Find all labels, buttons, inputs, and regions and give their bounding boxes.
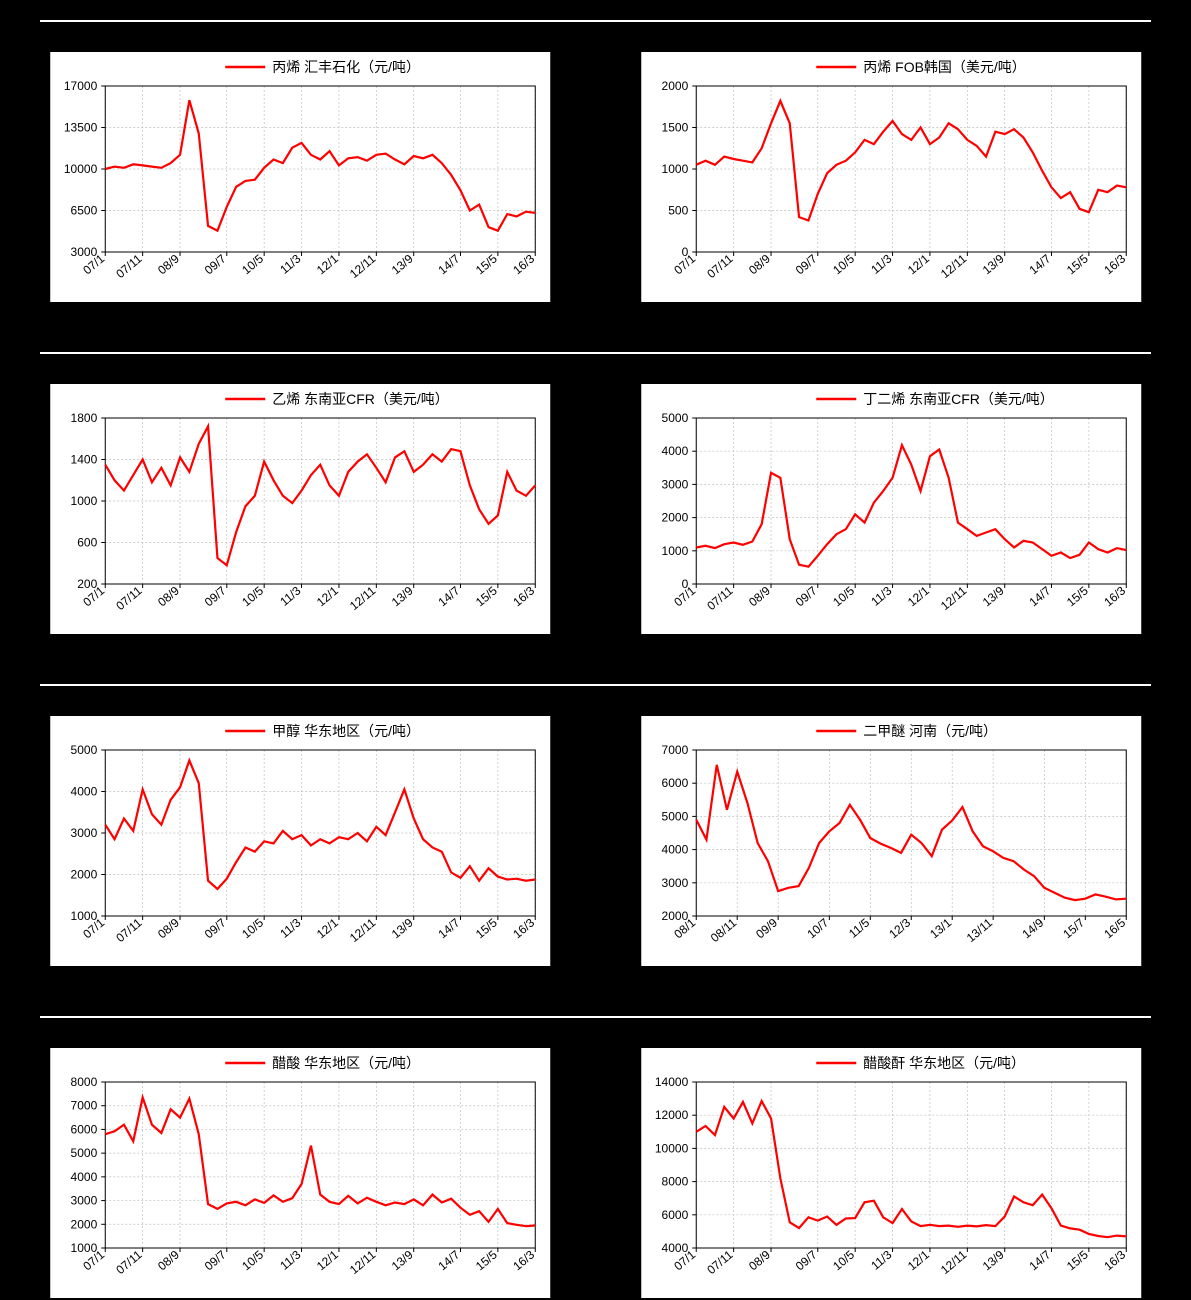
svg-text:7000: 7000	[661, 743, 688, 757]
svg-text:2000: 2000	[661, 511, 688, 525]
chart-propylene-huifeng: 3000650010000135001700007/107/1108/909/7…	[40, 52, 561, 302]
legend-label: 丁二烯 东南亚CFR（美元/吨）	[863, 391, 1054, 407]
svg-text:10000: 10000	[64, 162, 98, 176]
svg-text:1000: 1000	[71, 494, 98, 508]
svg-text:5000: 5000	[661, 809, 688, 823]
legend-label: 甲醇 华东地区（元/吨）	[272, 723, 420, 739]
svg-text:17000: 17000	[64, 79, 98, 93]
chart-acetic-acid-east: 1000200030004000500060007000800007/107/1…	[40, 1048, 561, 1298]
svg-text:6000: 6000	[661, 776, 688, 790]
svg-text:1400: 1400	[71, 453, 98, 467]
svg-text:2000: 2000	[661, 79, 688, 93]
svg-text:2000: 2000	[71, 868, 98, 882]
svg-text:5000: 5000	[661, 411, 688, 425]
svg-text:5000: 5000	[71, 743, 98, 757]
svg-text:6500: 6500	[71, 204, 98, 218]
svg-text:4000: 4000	[71, 785, 98, 799]
svg-text:12000: 12000	[654, 1108, 688, 1122]
svg-text:8000: 8000	[71, 1075, 98, 1089]
legend-label: 醋酸 华东地区（元/吨）	[272, 1055, 420, 1071]
svg-text:1800: 1800	[71, 411, 98, 425]
svg-text:4000: 4000	[71, 1170, 98, 1184]
legend-label: 二甲醚 河南（元/吨）	[863, 723, 997, 739]
svg-text:1000: 1000	[661, 162, 688, 176]
svg-text:1000: 1000	[661, 544, 688, 558]
svg-text:8000: 8000	[661, 1175, 688, 1189]
chart-ethylene-sea-cfr: 20060010001400180007/107/1108/909/710/51…	[40, 384, 561, 634]
chart-dme-henan: 20003000400050006000700008/108/1109/910/…	[631, 716, 1152, 966]
legend-label: 乙烯 东南亚CFR（美元/吨）	[272, 391, 449, 407]
svg-text:500: 500	[668, 204, 688, 218]
svg-text:600: 600	[77, 536, 97, 550]
legend-label: 丙烯 FOB韩国（美元/吨）	[863, 59, 1026, 75]
svg-text:10000: 10000	[654, 1141, 688, 1155]
svg-text:4000: 4000	[661, 444, 688, 458]
chart-acetic-anhydride-east: 40006000800010000120001400007/107/1108/9…	[631, 1048, 1152, 1298]
svg-text:3000: 3000	[71, 826, 98, 840]
svg-text:3000: 3000	[661, 876, 688, 890]
svg-text:3000: 3000	[71, 1194, 98, 1208]
svg-text:7000: 7000	[71, 1099, 98, 1113]
legend-label: 丙烯 汇丰石化（元/吨）	[272, 59, 420, 75]
svg-text:13500: 13500	[64, 121, 98, 135]
svg-text:5000: 5000	[71, 1146, 98, 1160]
svg-text:1500: 1500	[661, 121, 688, 135]
svg-text:6000: 6000	[71, 1122, 98, 1136]
legend-label: 醋酸酐 华东地区（元/吨）	[863, 1055, 1025, 1071]
chart-methanol-east: 1000200030004000500007/107/1108/909/710/…	[40, 716, 561, 966]
svg-text:2000: 2000	[71, 1217, 98, 1231]
svg-text:6000: 6000	[661, 1208, 688, 1222]
svg-text:4000: 4000	[661, 843, 688, 857]
chart-propylene-fob-korea: 050010001500200007/107/1108/909/710/511/…	[631, 52, 1152, 302]
chart-butadiene-sea-cfr: 01000200030004000500007/107/1108/909/710…	[631, 384, 1152, 634]
svg-text:14000: 14000	[654, 1075, 688, 1089]
svg-text:3000: 3000	[661, 477, 688, 491]
